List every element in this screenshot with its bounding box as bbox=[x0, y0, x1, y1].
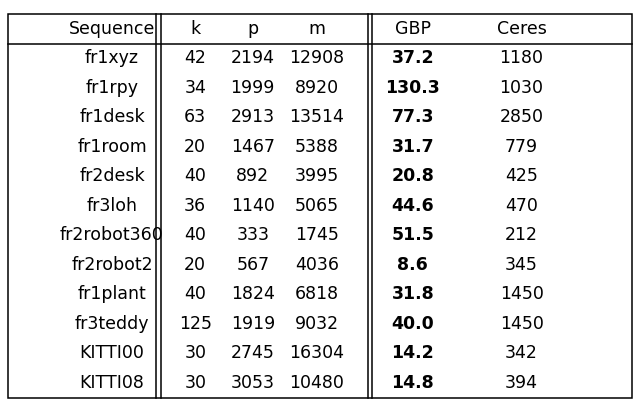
Text: 36: 36 bbox=[184, 197, 206, 215]
Text: 2913: 2913 bbox=[231, 109, 275, 126]
Text: 9032: 9032 bbox=[295, 315, 339, 333]
Text: 30: 30 bbox=[184, 374, 206, 392]
Text: 212: 212 bbox=[505, 226, 538, 245]
Text: 20: 20 bbox=[184, 138, 206, 156]
Text: 4036: 4036 bbox=[295, 256, 339, 274]
Text: 1450: 1450 bbox=[500, 315, 543, 333]
Text: 125: 125 bbox=[179, 315, 212, 333]
Text: fr1xyz: fr1xyz bbox=[85, 49, 139, 67]
Text: 14.2: 14.2 bbox=[392, 345, 434, 362]
Text: fr1rpy: fr1rpy bbox=[86, 79, 138, 97]
Text: 12908: 12908 bbox=[289, 49, 344, 67]
Text: 2745: 2745 bbox=[231, 345, 275, 362]
Text: 1999: 1999 bbox=[230, 79, 275, 97]
Text: 567: 567 bbox=[236, 256, 269, 274]
Text: k: k bbox=[190, 20, 200, 38]
Text: 6818: 6818 bbox=[295, 286, 339, 303]
Text: 10480: 10480 bbox=[289, 374, 344, 392]
Text: fr3loh: fr3loh bbox=[86, 197, 138, 215]
Text: 2850: 2850 bbox=[500, 109, 543, 126]
Text: fr2desk: fr2desk bbox=[79, 167, 145, 185]
Text: 51.5: 51.5 bbox=[392, 226, 434, 245]
Text: 34: 34 bbox=[184, 79, 206, 97]
Text: 20.8: 20.8 bbox=[392, 167, 434, 185]
Text: KITTI08: KITTI08 bbox=[79, 374, 145, 392]
Text: 63: 63 bbox=[184, 109, 206, 126]
Text: fr2robot2: fr2robot2 bbox=[71, 256, 153, 274]
Text: 779: 779 bbox=[505, 138, 538, 156]
Text: 5065: 5065 bbox=[295, 197, 339, 215]
Text: 16304: 16304 bbox=[289, 345, 344, 362]
Text: 1180: 1180 bbox=[500, 49, 543, 67]
Text: 77.3: 77.3 bbox=[392, 109, 434, 126]
Text: Ceres: Ceres bbox=[497, 20, 547, 38]
Text: 394: 394 bbox=[505, 374, 538, 392]
Text: 1745: 1745 bbox=[295, 226, 339, 245]
Text: 42: 42 bbox=[184, 49, 206, 67]
Text: 5388: 5388 bbox=[295, 138, 339, 156]
Text: 470: 470 bbox=[505, 197, 538, 215]
Text: 1450: 1450 bbox=[500, 286, 543, 303]
Text: fr1room: fr1room bbox=[77, 138, 147, 156]
Text: 31.7: 31.7 bbox=[392, 138, 434, 156]
Text: 13514: 13514 bbox=[289, 109, 344, 126]
Text: 1030: 1030 bbox=[500, 79, 543, 97]
Text: GBP: GBP bbox=[395, 20, 431, 38]
Text: 3053: 3053 bbox=[231, 374, 275, 392]
Text: 3995: 3995 bbox=[294, 167, 339, 185]
Text: 30: 30 bbox=[184, 345, 206, 362]
Text: 14.8: 14.8 bbox=[392, 374, 434, 392]
Text: Sequence: Sequence bbox=[69, 20, 155, 38]
Text: 2194: 2194 bbox=[231, 49, 275, 67]
Text: 40.0: 40.0 bbox=[392, 315, 434, 333]
Text: m: m bbox=[308, 20, 325, 38]
Text: KITTI00: KITTI00 bbox=[79, 345, 145, 362]
Text: 40: 40 bbox=[184, 167, 206, 185]
Text: fr3teddy: fr3teddy bbox=[75, 315, 149, 333]
Text: 342: 342 bbox=[505, 345, 538, 362]
Text: 333: 333 bbox=[236, 226, 269, 245]
Text: 44.6: 44.6 bbox=[392, 197, 434, 215]
Text: 1824: 1824 bbox=[231, 286, 275, 303]
Text: 8.6: 8.6 bbox=[397, 256, 428, 274]
Text: 130.3: 130.3 bbox=[385, 79, 440, 97]
Text: 425: 425 bbox=[505, 167, 538, 185]
Text: fr1plant: fr1plant bbox=[77, 286, 147, 303]
Text: 1140: 1140 bbox=[231, 197, 275, 215]
Text: 40: 40 bbox=[184, 286, 206, 303]
Text: fr1desk: fr1desk bbox=[79, 109, 145, 126]
Text: 1919: 1919 bbox=[230, 315, 275, 333]
Text: 37.2: 37.2 bbox=[392, 49, 434, 67]
Text: 20: 20 bbox=[184, 256, 206, 274]
Text: 8920: 8920 bbox=[295, 79, 339, 97]
Text: 31.8: 31.8 bbox=[392, 286, 434, 303]
Text: 345: 345 bbox=[505, 256, 538, 274]
Text: 40: 40 bbox=[184, 226, 206, 245]
Text: 892: 892 bbox=[236, 167, 269, 185]
Text: fr2robot360: fr2robot360 bbox=[60, 226, 164, 245]
Text: 1467: 1467 bbox=[231, 138, 275, 156]
Text: p: p bbox=[247, 20, 259, 38]
